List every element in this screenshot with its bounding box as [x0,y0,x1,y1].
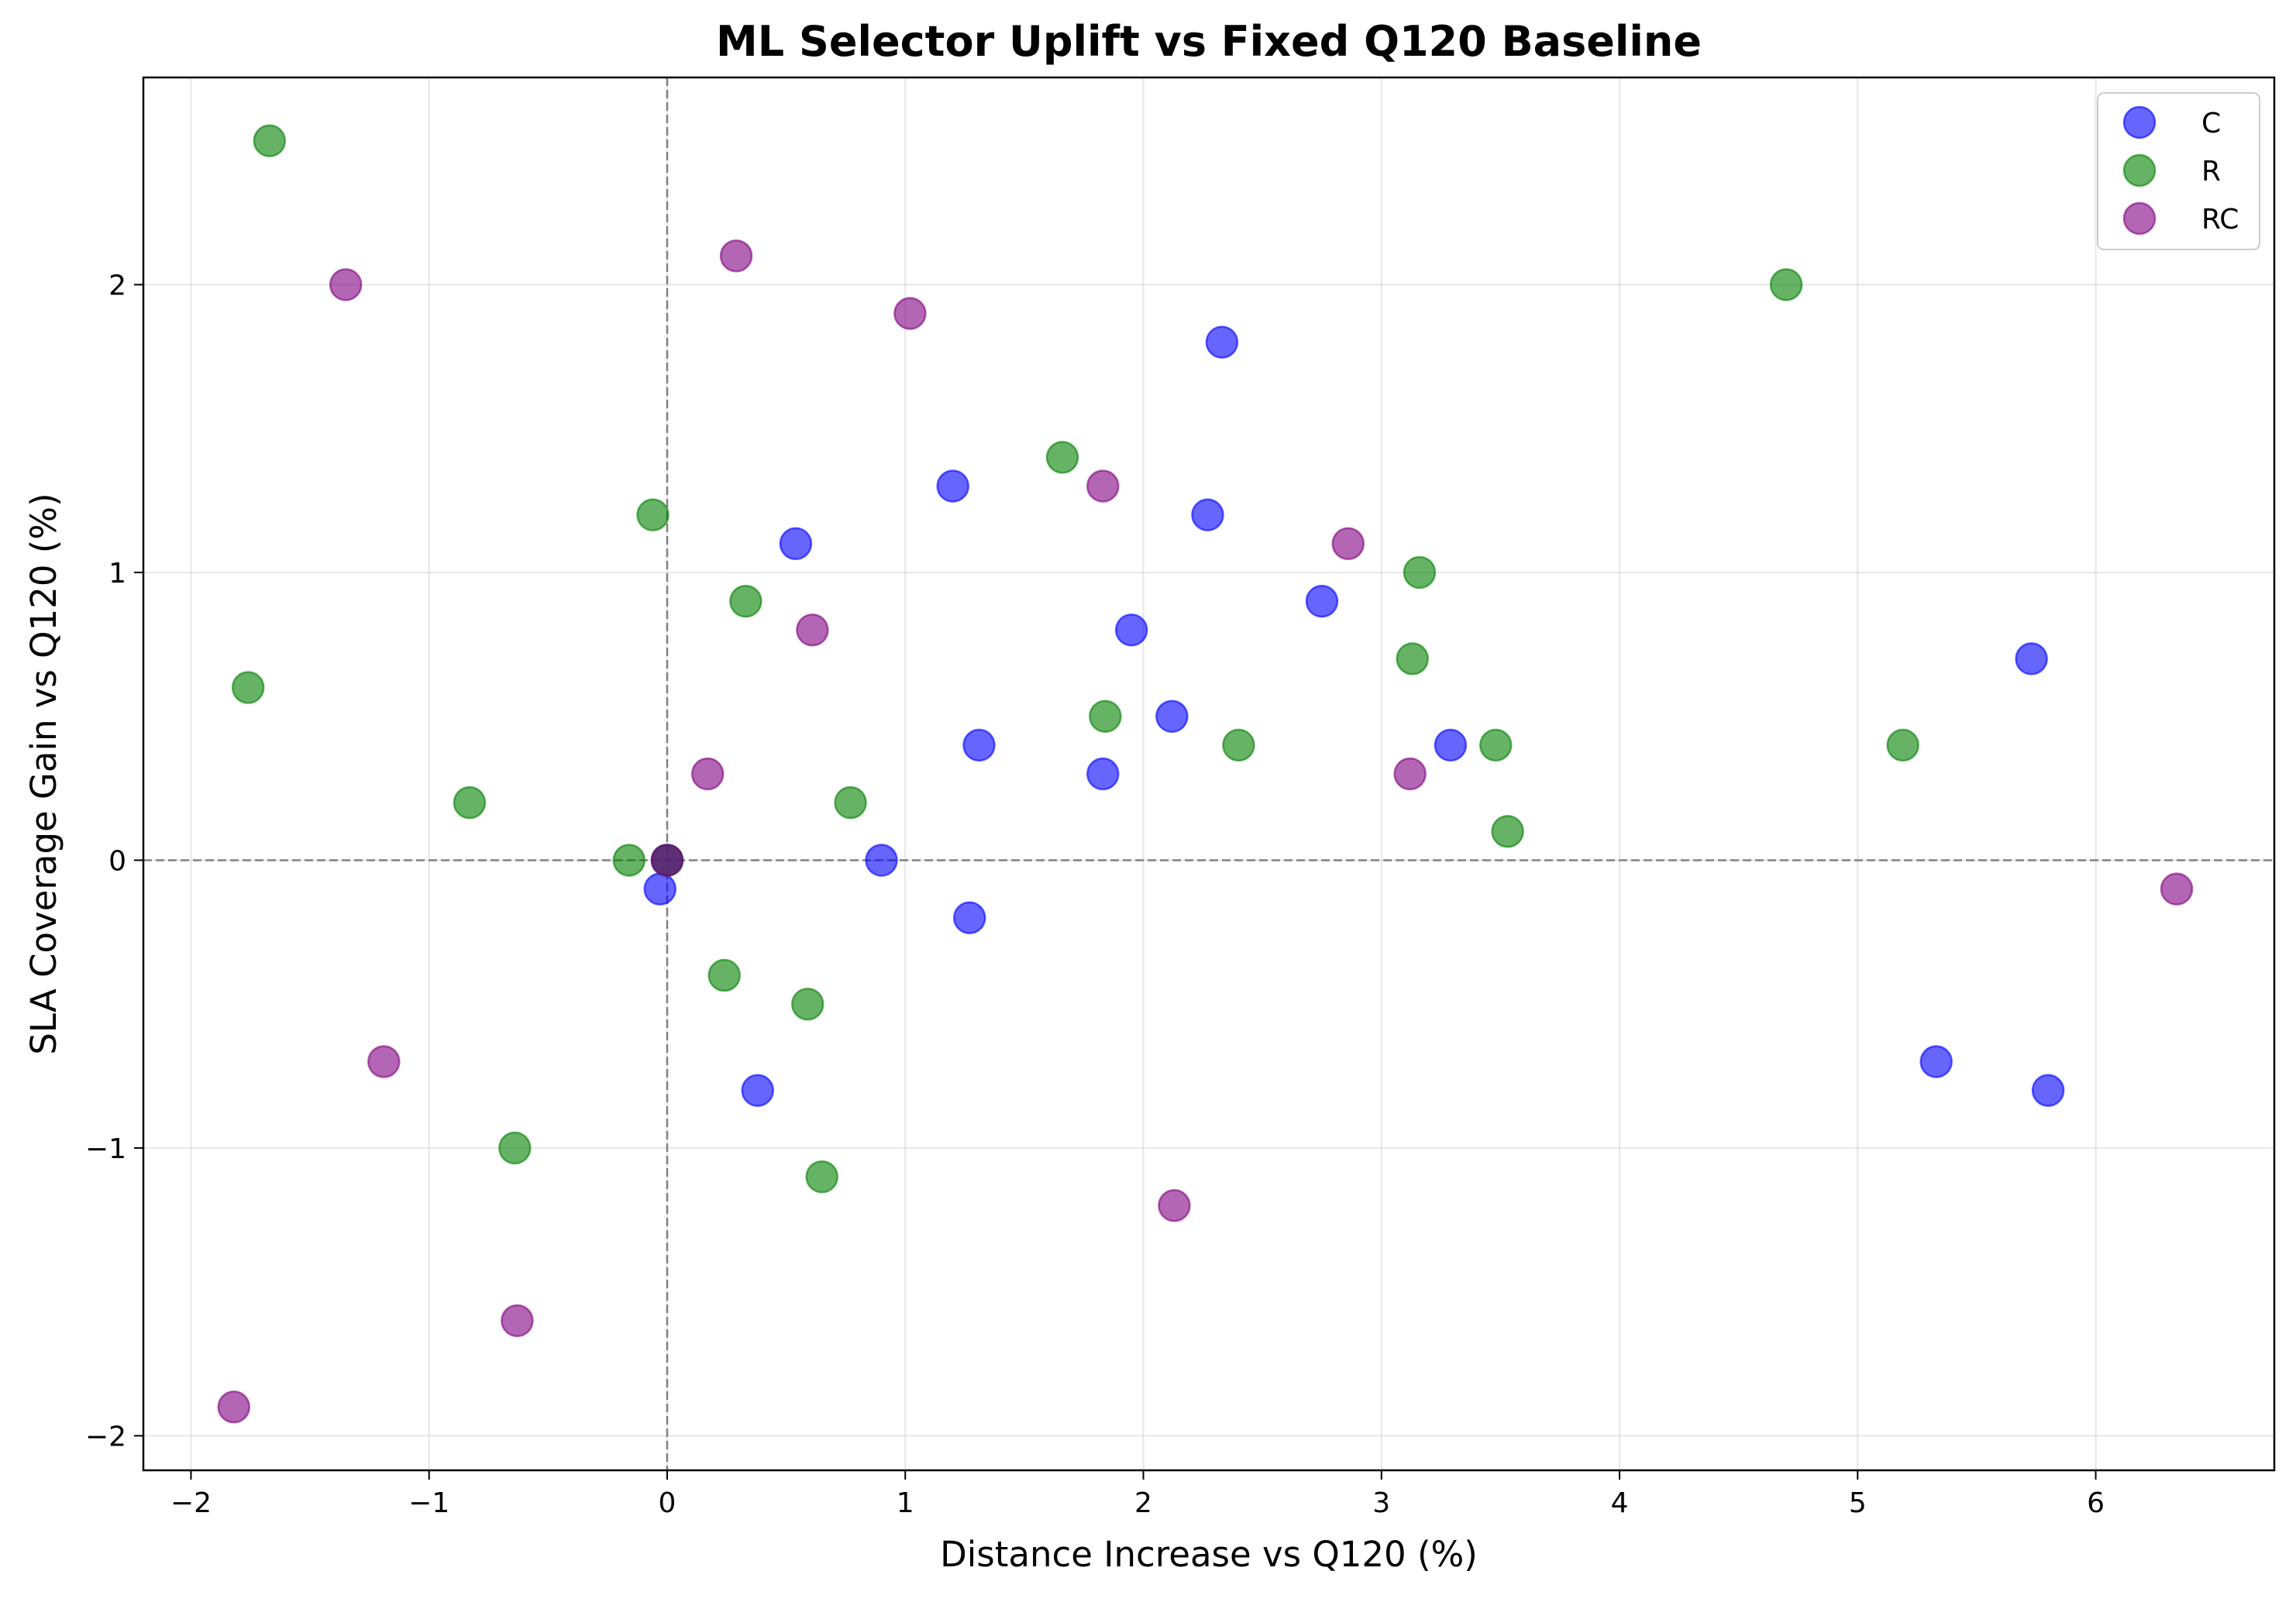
x-tick-label: 3 [1372,1487,1390,1519]
data-point-c [1434,728,1468,762]
legend-marker-c [2122,105,2157,139]
data-point-c [2031,1074,2065,1107]
data-point-rc [650,844,684,877]
data-point-r [791,987,824,1021]
data-point-r [253,124,287,157]
data-point-rc [367,1045,401,1078]
data-point-r [1089,700,1122,733]
y-axis-label: SLA Coverage Gain vs Q120 (%) [23,493,64,1054]
legend-marker-r [2122,153,2157,187]
data-point-c [865,844,898,877]
data-points [217,124,2194,1424]
data-point-r [729,584,762,618]
data-point-c [643,872,677,906]
data-point-rc [1158,1188,1191,1222]
data-point-c [1205,325,1239,359]
reference-lines [143,77,2274,1470]
data-point-r [1491,815,1524,848]
data-point-rc [1086,469,1120,503]
y-tick-label: −2 [85,1421,126,1452]
data-point-r [612,844,646,877]
data-point-r [636,498,670,531]
data-point-c [779,527,813,561]
series-rc [217,239,2194,1424]
data-point-rc [1393,757,1427,791]
data-point-c [1191,498,1224,531]
data-point-r [834,786,867,820]
x-tick-label: 0 [659,1487,676,1519]
data-point-r [1886,728,1919,762]
data-point-r [231,671,265,704]
data-point-r [1403,555,1437,590]
x-axis-label: Distance Increase vs Q120 (%) [940,1534,1478,1575]
axis-ticks: −2 −1 0 1 2 3 4 5 6 −2 −1 0 1 2 [85,270,2105,1519]
data-point-rc [2160,872,2194,906]
data-point-c [962,728,996,762]
data-point-c [1086,757,1120,791]
plot-frame [142,76,2276,1472]
data-point-r [707,958,741,992]
data-point-c [2015,642,2048,676]
data-point-r [1769,268,1803,301]
x-tick-label: 2 [1134,1487,1152,1519]
data-point-c [741,1074,774,1107]
y-tick-label: 2 [108,270,126,301]
x-tick-label: 6 [2087,1487,2105,1519]
data-point-rc [796,614,829,647]
data-point-rc [217,1391,251,1424]
x-tick-label: −2 [170,1487,212,1519]
legend: CR RC [2097,92,2260,250]
data-point-c [1305,584,1339,618]
series-c [643,325,2065,1107]
data-point-rc [1331,527,1365,561]
data-point-c [1155,700,1189,733]
data-point-r [1045,441,1079,474]
data-point-rc [329,268,363,301]
legend-label-r: R [2201,156,2221,187]
chart-title: ML Selector Uplift vs Fixed Q120 Baselin… [716,17,1702,66]
x-tick-label: −1 [408,1487,449,1519]
y-tick-label: 0 [108,845,126,877]
y-tick-label: −1 [85,1133,126,1165]
data-point-r [1479,728,1513,762]
data-point-c [1114,614,1148,647]
data-point-rc [893,297,927,330]
data-point-rc [501,1304,534,1338]
x-tick-label: 4 [1611,1487,1629,1519]
data-point-r [453,786,487,820]
data-point-r [805,1160,838,1194]
x-tick-label: 5 [1849,1487,1867,1519]
data-point-rc [690,757,725,791]
y-tick-label: 1 [108,558,126,590]
data-point-r [1396,642,1429,676]
data-point-r [1222,728,1255,762]
data-point-r [498,1131,532,1165]
data-point-c [952,901,986,934]
legend-label-rc: RC [2201,204,2239,235]
x-tick-label: 1 [897,1487,914,1519]
legend-marker-rc [2122,201,2157,235]
data-point-c [1919,1045,1953,1078]
legend-label-c: C [2201,108,2221,139]
data-point-c [936,469,969,503]
data-point-rc [719,239,753,273]
